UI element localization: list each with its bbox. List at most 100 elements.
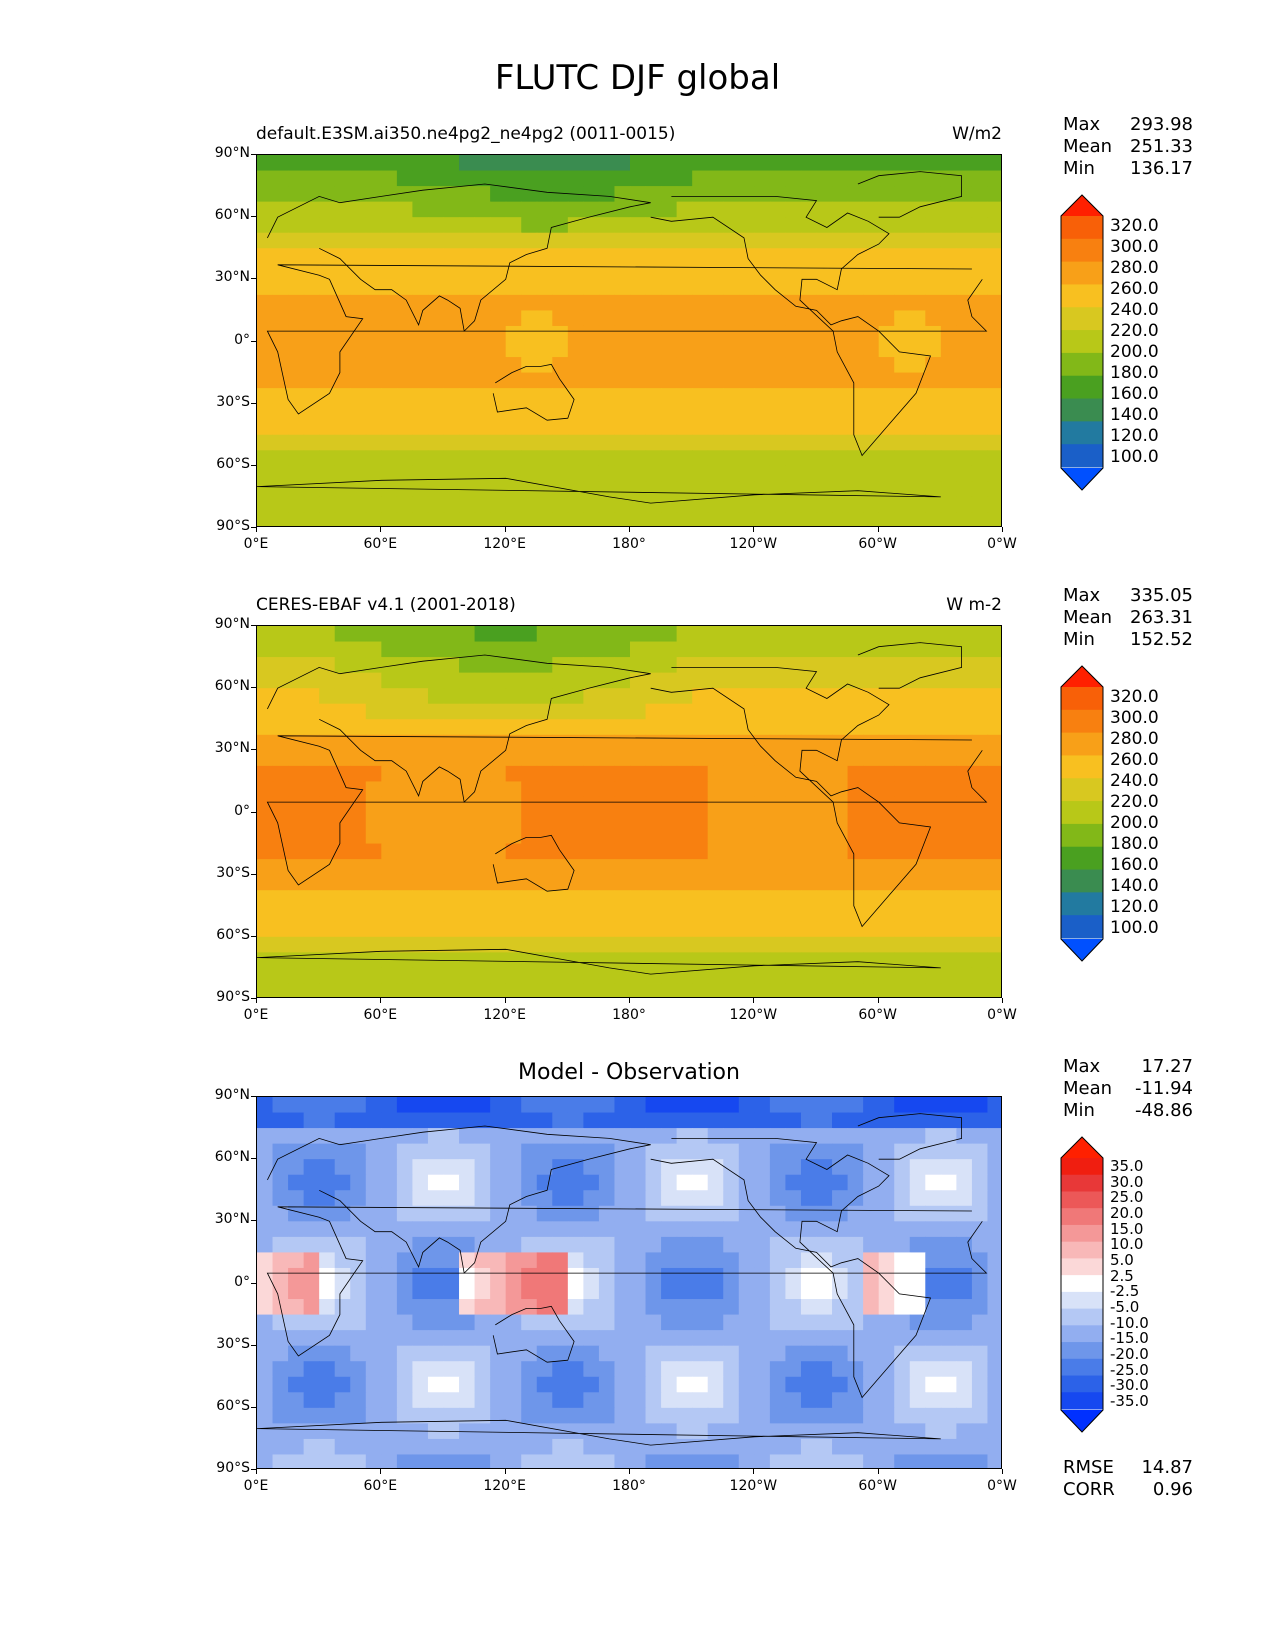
heatmap-cell bbox=[800, 341, 818, 358]
heatmap-cell bbox=[832, 1392, 849, 1409]
heatmap-cell bbox=[723, 641, 740, 658]
x-tick-label: 120°W bbox=[729, 1007, 778, 1023]
heatmap-cell bbox=[894, 859, 911, 876]
heatmap-cell bbox=[536, 1314, 553, 1331]
heatmap-cell bbox=[334, 248, 351, 265]
heatmap-cell bbox=[272, 263, 289, 280]
heatmap-cell bbox=[459, 890, 476, 907]
heatmap-cell bbox=[257, 812, 274, 829]
heatmap-cell bbox=[878, 170, 895, 187]
heatmap-cell bbox=[490, 890, 507, 907]
heatmap-cell bbox=[459, 1112, 476, 1129]
heatmap-cell bbox=[365, 734, 382, 751]
heatmap-cell bbox=[505, 967, 522, 985]
heatmap-cell bbox=[676, 294, 693, 312]
y-tick-label: 30°N bbox=[214, 1211, 250, 1228]
heatmap-cell bbox=[847, 341, 864, 358]
heatmap-cell bbox=[334, 1267, 351, 1285]
heatmap-cell bbox=[847, 1097, 864, 1114]
heatmap-cell bbox=[521, 465, 538, 482]
heatmap-cell bbox=[894, 1345, 911, 1362]
heatmap-cell bbox=[630, 1283, 647, 1300]
heatmap-cell bbox=[863, 765, 880, 783]
stat-value: -11.94 bbox=[1134, 1078, 1193, 1099]
heatmap-cell bbox=[987, 372, 1001, 389]
colorbar-segment bbox=[1061, 1258, 1103, 1276]
heatmap-cell bbox=[614, 1299, 631, 1316]
heatmap-cell bbox=[676, 465, 693, 482]
heatmap-cell bbox=[350, 1454, 367, 1468]
x-tick-mark bbox=[629, 998, 630, 1003]
colorbar-tick-label: 280.0 bbox=[1110, 729, 1159, 750]
heatmap-cell bbox=[785, 750, 802, 767]
heatmap-cell bbox=[583, 828, 600, 845]
heatmap-cell bbox=[257, 905, 274, 922]
heatmap-cell bbox=[832, 341, 849, 358]
heatmap-cell bbox=[365, 372, 382, 389]
heatmap-cell bbox=[257, 781, 274, 798]
heatmap-cell bbox=[816, 1330, 833, 1347]
heatmap-cell bbox=[940, 1454, 957, 1468]
heatmap-cell bbox=[614, 450, 631, 467]
heatmap-cell bbox=[459, 248, 476, 265]
heatmap-cell bbox=[365, 1221, 382, 1238]
heatmap-cell bbox=[614, 1252, 631, 1269]
heatmap-cell bbox=[474, 1267, 491, 1285]
heatmap-cell bbox=[614, 388, 631, 405]
heatmap-cell bbox=[427, 890, 445, 907]
heatmap-cell bbox=[676, 750, 693, 767]
heatmap-cell bbox=[878, 657, 895, 674]
heatmap-cell bbox=[365, 641, 382, 658]
heatmap-cell bbox=[257, 967, 274, 985]
heatmap-cell bbox=[319, 1143, 336, 1160]
heatmap-cell bbox=[288, 641, 305, 658]
heatmap-cell bbox=[987, 921, 1001, 938]
heatmap-cell bbox=[661, 859, 678, 876]
heatmap-cell bbox=[676, 1361, 693, 1378]
heatmap-cell bbox=[630, 155, 647, 172]
heatmap-cell bbox=[396, 1299, 414, 1316]
heatmap-cell bbox=[863, 1376, 880, 1393]
heatmap-cell bbox=[381, 1112, 398, 1129]
heatmap-cell bbox=[832, 1283, 849, 1300]
heatmap-cell bbox=[552, 1190, 569, 1207]
heatmap-cell bbox=[832, 703, 849, 720]
heatmap-cell bbox=[661, 1454, 678, 1468]
heatmap-cell bbox=[272, 1361, 289, 1378]
heatmap-cell bbox=[412, 1438, 429, 1456]
heatmap-cell bbox=[738, 1407, 755, 1424]
heatmap-cell bbox=[832, 248, 849, 265]
heatmap-cell bbox=[676, 1376, 693, 1393]
heatmap-cell bbox=[319, 481, 336, 498]
heatmap-cell bbox=[521, 481, 538, 498]
heatmap-cell bbox=[738, 512, 755, 526]
y-tick-label: 90°N bbox=[214, 145, 250, 161]
heatmap-cells bbox=[257, 155, 1001, 526]
heatmap-cell bbox=[381, 481, 398, 498]
x-tick-label: 120°E bbox=[483, 1007, 526, 1023]
heatmap-cell bbox=[956, 465, 973, 482]
heatmap-cell bbox=[598, 719, 616, 736]
heatmap-cell bbox=[754, 310, 771, 327]
heatmap-cell bbox=[832, 1236, 849, 1254]
heatmap-cell bbox=[909, 248, 926, 265]
heatmap-cell bbox=[319, 1283, 336, 1300]
heatmap-cell bbox=[396, 1143, 414, 1160]
heatmap-cell bbox=[288, 1330, 305, 1347]
heatmap-cell bbox=[459, 1438, 476, 1456]
heatmap-cell bbox=[738, 481, 755, 498]
heatmap-cell bbox=[754, 672, 771, 689]
heatmap-cell bbox=[272, 1314, 289, 1331]
heatmap-cell bbox=[645, 325, 662, 343]
heatmap-cell bbox=[583, 434, 600, 451]
heatmap-cell bbox=[816, 874, 833, 891]
heatmap-cell bbox=[847, 1423, 864, 1440]
heatmap-cell bbox=[381, 1174, 398, 1191]
heatmap-cell bbox=[598, 983, 616, 997]
heatmap-cell bbox=[396, 657, 414, 674]
heatmap-cell bbox=[567, 325, 584, 343]
heatmap-cell bbox=[598, 481, 616, 498]
heatmap-cell bbox=[303, 279, 320, 296]
heatmap-cell bbox=[971, 155, 989, 172]
heatmap-cell bbox=[692, 481, 709, 498]
